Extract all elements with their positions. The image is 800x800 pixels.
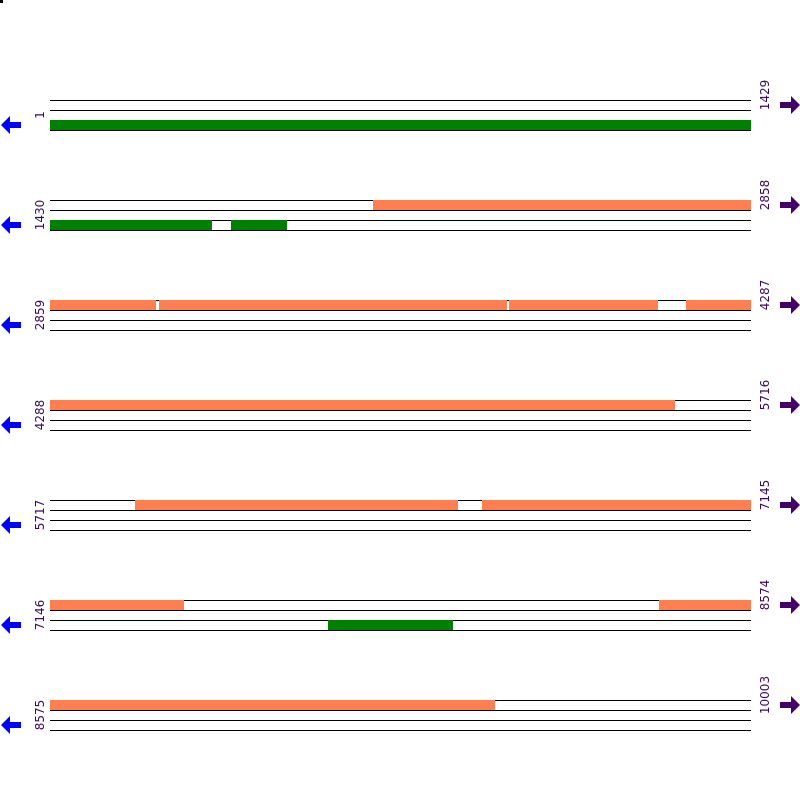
track-line — [50, 430, 751, 431]
sequence-track: 1430 2858 — [0, 180, 800, 245]
track-line — [50, 710, 751, 711]
right-arrow-icon — [780, 96, 800, 114]
track-line — [50, 320, 751, 321]
track-line — [50, 210, 751, 211]
track-start-label: 5717 — [33, 499, 47, 531]
track-end-label: 10003 — [758, 675, 772, 715]
right-arrow-icon — [780, 396, 800, 414]
sequence-track: 5717 7145 — [0, 480, 800, 545]
forward-feature-bar — [50, 300, 156, 310]
track-start-label: 4288 — [33, 399, 47, 431]
right-arrow-icon — [780, 696, 800, 714]
forward-feature-bar — [50, 400, 675, 410]
track-end-label: 4287 — [758, 279, 772, 311]
track-end-label: 5716 — [758, 379, 772, 411]
track-line — [50, 420, 751, 421]
track-line — [50, 520, 751, 521]
reverse-feature-bar — [231, 220, 287, 230]
track-end-label: 8574 — [758, 579, 772, 611]
right-arrow-icon — [780, 596, 800, 614]
forward-feature-bar — [373, 200, 751, 210]
right-arrow-icon — [780, 496, 800, 514]
track-line — [50, 220, 751, 221]
left-arrow-icon — [1, 316, 21, 334]
forward-feature-bar — [135, 500, 458, 510]
forward-feature-bar — [509, 300, 659, 310]
track-line — [50, 330, 751, 331]
forward-feature-bar — [685, 300, 751, 310]
track-line — [50, 410, 751, 411]
forward-feature-bar — [482, 500, 751, 510]
track-line — [50, 610, 751, 611]
track-line — [50, 310, 751, 311]
track-start-label: 1 — [33, 111, 47, 119]
left-arrow-icon — [1, 216, 21, 234]
track-start-label: 2859 — [33, 299, 47, 331]
reverse-feature-bar — [50, 220, 213, 230]
right-arrow-icon — [780, 196, 800, 214]
track-start-label: 7146 — [33, 599, 47, 631]
forward-feature-bar — [50, 700, 495, 710]
track-line — [50, 510, 751, 511]
left-arrow-icon — [1, 716, 21, 734]
right-arrow-icon — [780, 296, 800, 314]
track-end-label: 7145 — [758, 479, 772, 511]
left-arrow-icon — [1, 616, 21, 634]
forward-feature-bar — [50, 600, 184, 610]
sequence-track: 1 1429 — [0, 80, 800, 145]
track-line — [50, 730, 751, 731]
track-line — [50, 100, 751, 101]
left-arrow-icon — [1, 416, 21, 434]
track-line — [50, 600, 751, 601]
track-end-label: 1429 — [758, 79, 772, 111]
sequence-track: 2859 4287 — [0, 280, 800, 345]
corner-dot — [0, 0, 3, 3]
left-arrow-icon — [1, 516, 21, 534]
track-line — [50, 110, 751, 111]
track-line — [50, 530, 751, 531]
forward-feature-bar — [658, 600, 751, 610]
sequence-track: 7146 8574 — [0, 580, 800, 645]
track-line — [50, 630, 751, 631]
track-start-label: 1430 — [33, 199, 47, 231]
track-end-label: 2858 — [758, 179, 772, 211]
sequence-track: 4288 5716 — [0, 380, 800, 445]
left-arrow-icon — [1, 116, 21, 134]
reverse-feature-bar — [50, 120, 751, 130]
track-line — [50, 230, 751, 231]
track-start-label: 8575 — [33, 699, 47, 731]
track-line — [50, 720, 751, 721]
sequence-track: 8575 10003 — [0, 676, 800, 745]
forward-feature-bar — [159, 300, 507, 310]
track-line — [50, 130, 751, 131]
reverse-feature-bar — [327, 620, 454, 630]
